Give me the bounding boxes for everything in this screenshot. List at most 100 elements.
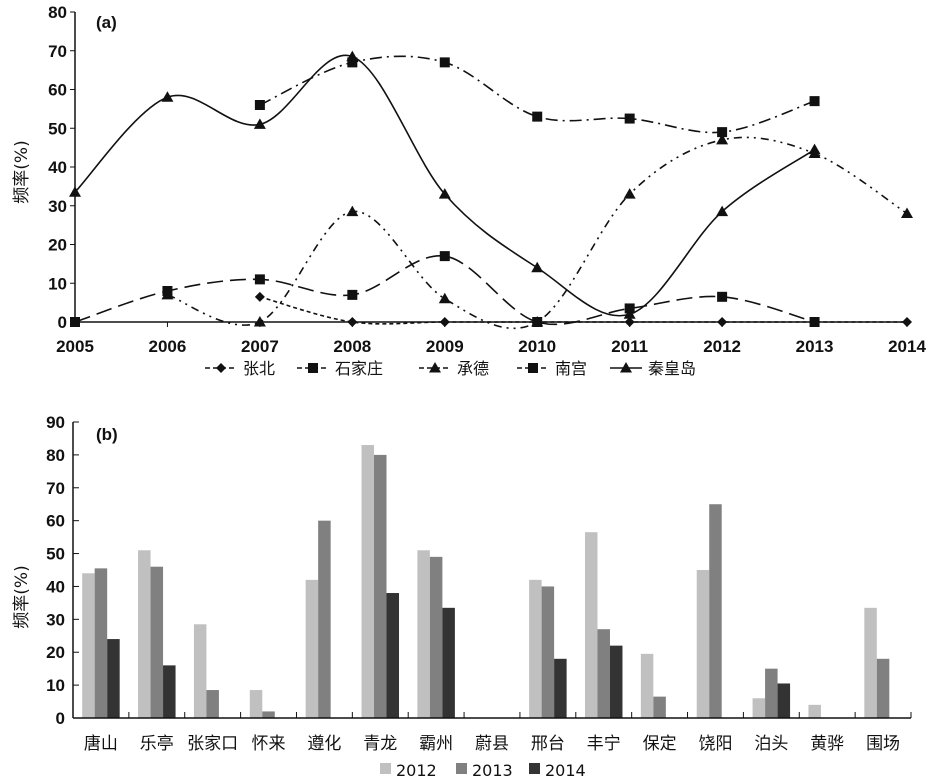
- x-category-label-b: 黄骅: [810, 734, 844, 754]
- data-point-0: [902, 317, 912, 327]
- y-axis-label-b: 频率(%): [12, 565, 32, 628]
- bar-2012: [752, 698, 766, 718]
- y-tick-label-b: 20: [46, 643, 65, 662]
- y-tick-label-b: 10: [46, 676, 65, 695]
- bar-2014: [386, 593, 400, 718]
- bar-2014: [163, 665, 176, 718]
- data-point-1: [70, 317, 80, 327]
- legend-marker-4: [620, 362, 632, 373]
- data-point-4: [161, 91, 174, 102]
- x-tick-label-a: 2008: [333, 337, 371, 356]
- x-tick-label-a: 2011: [611, 337, 648, 356]
- bar-2013: [94, 568, 108, 718]
- data-point-3: [347, 57, 358, 68]
- series-line-2: [167, 136, 908, 330]
- bar-2013: [374, 454, 387, 718]
- bar-2013: [318, 520, 331, 718]
- y-tick-label-b: 50: [46, 545, 65, 564]
- data-point-2: [901, 207, 913, 218]
- bar-2014: [442, 607, 455, 718]
- bar-2014: [777, 683, 791, 718]
- x-tick-label-a: 2014: [888, 337, 926, 356]
- data-point-0: [439, 317, 450, 327]
- data-point-1: [254, 274, 265, 285]
- y-tick-label-a: 20: [48, 236, 67, 255]
- bar-2014: [609, 645, 623, 718]
- bar-2013: [876, 658, 890, 718]
- data-point-2: [438, 292, 451, 304]
- bar-2014: [554, 658, 567, 718]
- y-tick-label-a: 50: [48, 119, 67, 138]
- data-point-0: [347, 317, 358, 327]
- data-point-2: [346, 205, 359, 217]
- bar-2013: [597, 629, 610, 718]
- bar-2013: [541, 586, 555, 718]
- panel-label-b: (b): [96, 425, 118, 444]
- bar-2012: [529, 579, 542, 718]
- x-tick-label-a: 2013: [796, 337, 834, 356]
- legend-label-4: 秦皇岛: [648, 359, 696, 378]
- x-category-label-b: 青龙: [363, 734, 397, 754]
- y-tick-label-a: 70: [48, 42, 67, 61]
- bar-2012: [82, 573, 95, 718]
- y-tick-label-a: 80: [48, 3, 67, 22]
- data-point-0: [624, 317, 635, 327]
- y-axis-label-a: 频率(%): [12, 140, 32, 203]
- x-category-label-b: 饶阳: [698, 734, 732, 754]
- x-tick-label-a: 2010: [518, 337, 556, 356]
- legend-b: 2012 2013 2014: [380, 761, 586, 780]
- x-category-label-b: 怀来: [252, 734, 286, 754]
- data-point-3: [717, 127, 728, 138]
- bar-2013: [206, 690, 219, 718]
- x-category-label-b: 泊头: [754, 734, 788, 754]
- x-tick-label-a: 2012: [703, 337, 741, 356]
- x-category-label-b: 遵化: [307, 734, 341, 754]
- y-tick-label-a: 60: [48, 81, 67, 100]
- data-point-2: [623, 188, 636, 199]
- bar-2013: [765, 668, 778, 718]
- x-category-label-b: 邢台: [531, 734, 565, 754]
- x-tick-label-a: 2006: [149, 337, 187, 356]
- y-tick-label-a: 0: [58, 313, 67, 332]
- legend-swatch-2012: [380, 763, 391, 774]
- legend-label-3: 南宫: [555, 359, 587, 378]
- data-point-4: [253, 118, 266, 129]
- data-point-2: [716, 133, 729, 145]
- x-tick-label-a: 2005: [56, 337, 94, 356]
- data-point-2: [253, 316, 266, 327]
- y-tick-label-b: 40: [46, 577, 65, 596]
- x-category-label-b: 乐亭: [140, 734, 174, 754]
- bar-2012: [417, 550, 430, 718]
- legend-marker-0: [216, 363, 226, 373]
- data-point-4: [808, 143, 821, 155]
- bar-2012: [249, 690, 263, 718]
- bar-2012: [305, 579, 319, 718]
- bar-2012: [696, 570, 710, 718]
- legend-label-1: 石家庄: [335, 359, 383, 378]
- legend-label-2014: 2014: [545, 761, 586, 780]
- x-category-label-b: 霸州: [419, 734, 453, 754]
- bar-2012: [584, 532, 598, 718]
- data-point-3: [439, 57, 450, 68]
- y-tick-label-a: 40: [48, 158, 67, 177]
- bar-2012: [864, 607, 877, 718]
- y-tick-label-b: 30: [46, 610, 65, 629]
- bar-2012: [640, 653, 654, 718]
- legend-swatch-2014: [529, 763, 540, 774]
- data-point-4: [531, 261, 544, 273]
- data-point-1: [717, 291, 728, 302]
- y-tick-label-b: 90: [46, 413, 65, 432]
- x-category-label-b: 丰宁: [587, 734, 621, 754]
- bar-2013: [709, 504, 722, 718]
- x-category-label-b: 围场: [866, 734, 900, 754]
- bar-2013: [150, 566, 164, 718]
- data-point-3: [624, 113, 635, 124]
- data-point-3: [254, 100, 265, 110]
- y-tick-label-b: 60: [46, 512, 65, 531]
- data-point-2: [531, 316, 544, 327]
- x-tick-label-a: 2007: [241, 337, 279, 356]
- data-point-4: [716, 205, 729, 217]
- data-point-1: [439, 251, 450, 262]
- series-line-0: [259, 296, 907, 325]
- bar-2013: [262, 711, 275, 718]
